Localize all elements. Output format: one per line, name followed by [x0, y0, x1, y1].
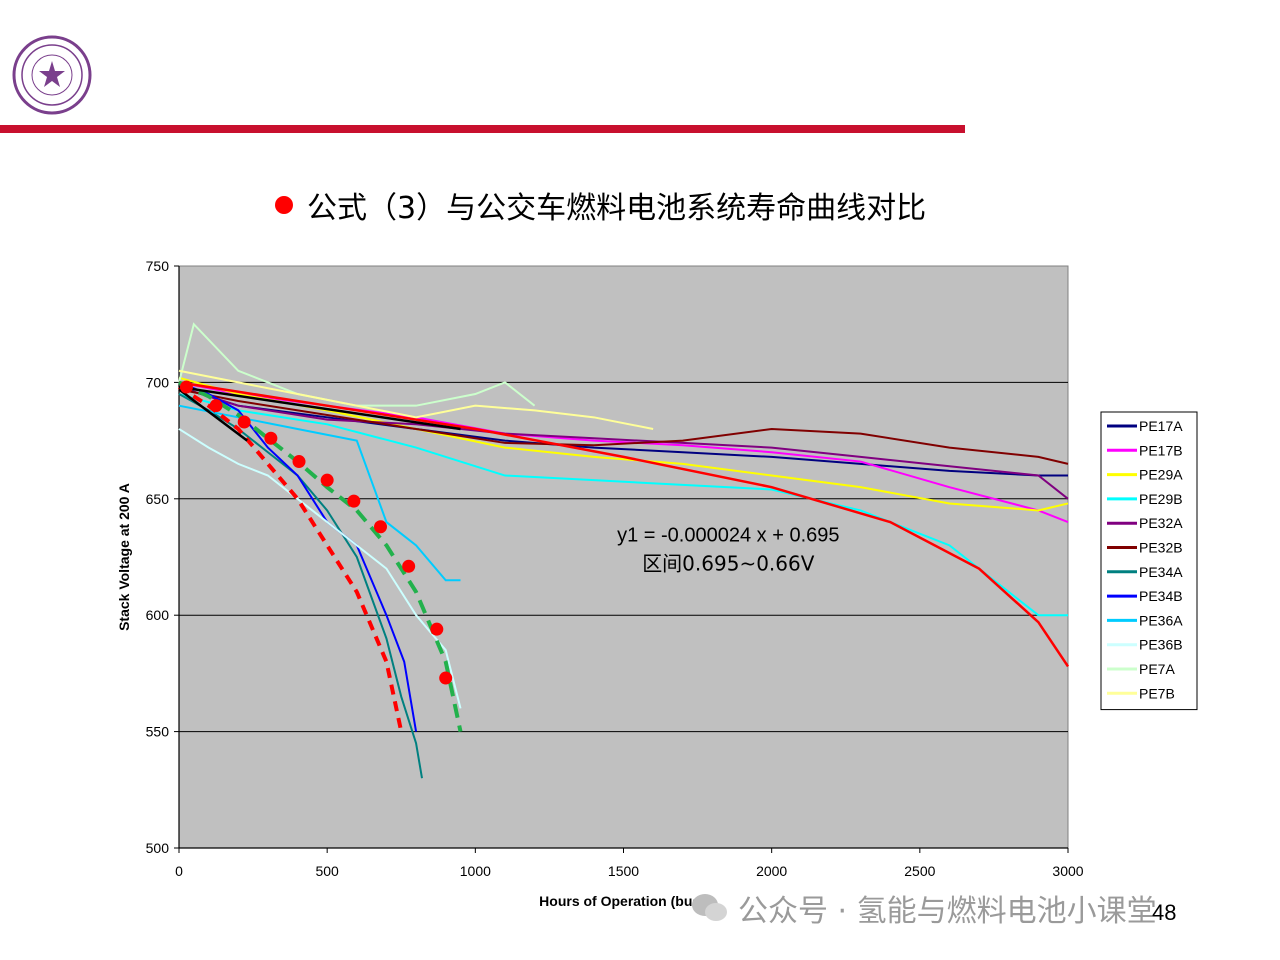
- plot-area: [178, 265, 1069, 849]
- model-point: [292, 455, 306, 469]
- x-tick-label: 2000: [756, 863, 787, 879]
- x-tick-label: 1500: [608, 863, 639, 879]
- legend-label-pe17a: PE17A: [1139, 418, 1183, 434]
- x-tick-label: 1000: [460, 863, 491, 879]
- legend-label-pe7a: PE7A: [1139, 661, 1175, 677]
- x-axis-label: Hours of Operation (bus): [539, 893, 705, 909]
- model-point: [320, 473, 334, 487]
- slide-title-row: 公式（3）与公交车燃料电池系统寿命曲线对比: [275, 183, 926, 227]
- model-point: [347, 494, 361, 508]
- y-tick-label: 650: [146, 491, 170, 507]
- header-rule: [0, 125, 965, 133]
- legend-label-pe17b: PE17B: [1139, 442, 1183, 458]
- legend-label-pe34b: PE34B: [1139, 588, 1183, 604]
- fit-line-red-solid-0: [178, 381, 1070, 668]
- legend-label-pe34a: PE34A: [1139, 564, 1183, 580]
- watermark: 公众号 · 氢能与燃料电池小课堂: [690, 886, 1157, 930]
- model-point: [209, 399, 223, 413]
- fit-line-green-dashed-2: [178, 380, 463, 733]
- x-tick-label: 0: [175, 863, 183, 879]
- legend-label-pe36b: PE36B: [1139, 637, 1183, 653]
- x-tick-label: 2500: [904, 863, 935, 879]
- bullet-icon: [275, 196, 293, 214]
- legend-label-pe29a: PE29A: [1139, 467, 1183, 483]
- fit-equation-label: y1 = -0.000024 x + 0.695: [617, 525, 839, 547]
- series-line-pe32b: [178, 388, 1069, 465]
- legend-box: [1100, 411, 1198, 711]
- model-point: [402, 559, 416, 573]
- fit-line-red-dashed-1: [177, 385, 404, 733]
- legend-label-pe32b: PE32B: [1139, 540, 1183, 556]
- y-tick-label: 700: [146, 374, 170, 390]
- university-seal-logo: [12, 35, 92, 115]
- legend-label-pe36a: PE36A: [1139, 612, 1183, 628]
- legend-label-pe29b: PE29B: [1139, 491, 1183, 507]
- y-axis-label: Stack Voltage at 200 A: [116, 483, 132, 631]
- fit-range-label: 区间0.695~0.66V: [642, 552, 815, 576]
- y-tick-label: 750: [146, 258, 170, 274]
- series-line-pe34b: [178, 381, 418, 732]
- y-tick-label: 600: [146, 607, 170, 623]
- x-tick-label: 3000: [1052, 863, 1083, 879]
- y-tick-label: 550: [146, 724, 170, 740]
- model-point: [374, 520, 388, 534]
- series-line-pe32a: [178, 386, 1069, 500]
- model-point: [439, 671, 453, 685]
- legend-label-pe7b: PE7B: [1139, 685, 1175, 701]
- slide-title: 公式（3）与公交车燃料电池系统寿命曲线对比: [307, 191, 927, 226]
- series-line-pe36b: [178, 428, 462, 709]
- y-tick-label: 500: [146, 840, 170, 856]
- series-line-pe29b: [178, 393, 1068, 617]
- wechat-icon: [692, 894, 727, 921]
- model-point: [179, 380, 193, 394]
- series-line-pe7b: [178, 369, 654, 430]
- model-point: [237, 415, 251, 429]
- series-line-pe17a: [178, 386, 1068, 477]
- legend-label-pe32a: PE32A: [1139, 515, 1183, 531]
- fit-line-black-solid-4: [178, 388, 248, 442]
- page-number: 48: [1152, 900, 1177, 925]
- model-point: [264, 431, 278, 445]
- fit-line-black-solid-3: [178, 385, 461, 431]
- watermark-text: 公众号 · 氢能与燃料电池小课堂: [738, 894, 1157, 929]
- series-line-pe34a: [178, 393, 423, 779]
- x-tick-label: 500: [315, 863, 339, 879]
- model-point: [430, 622, 444, 636]
